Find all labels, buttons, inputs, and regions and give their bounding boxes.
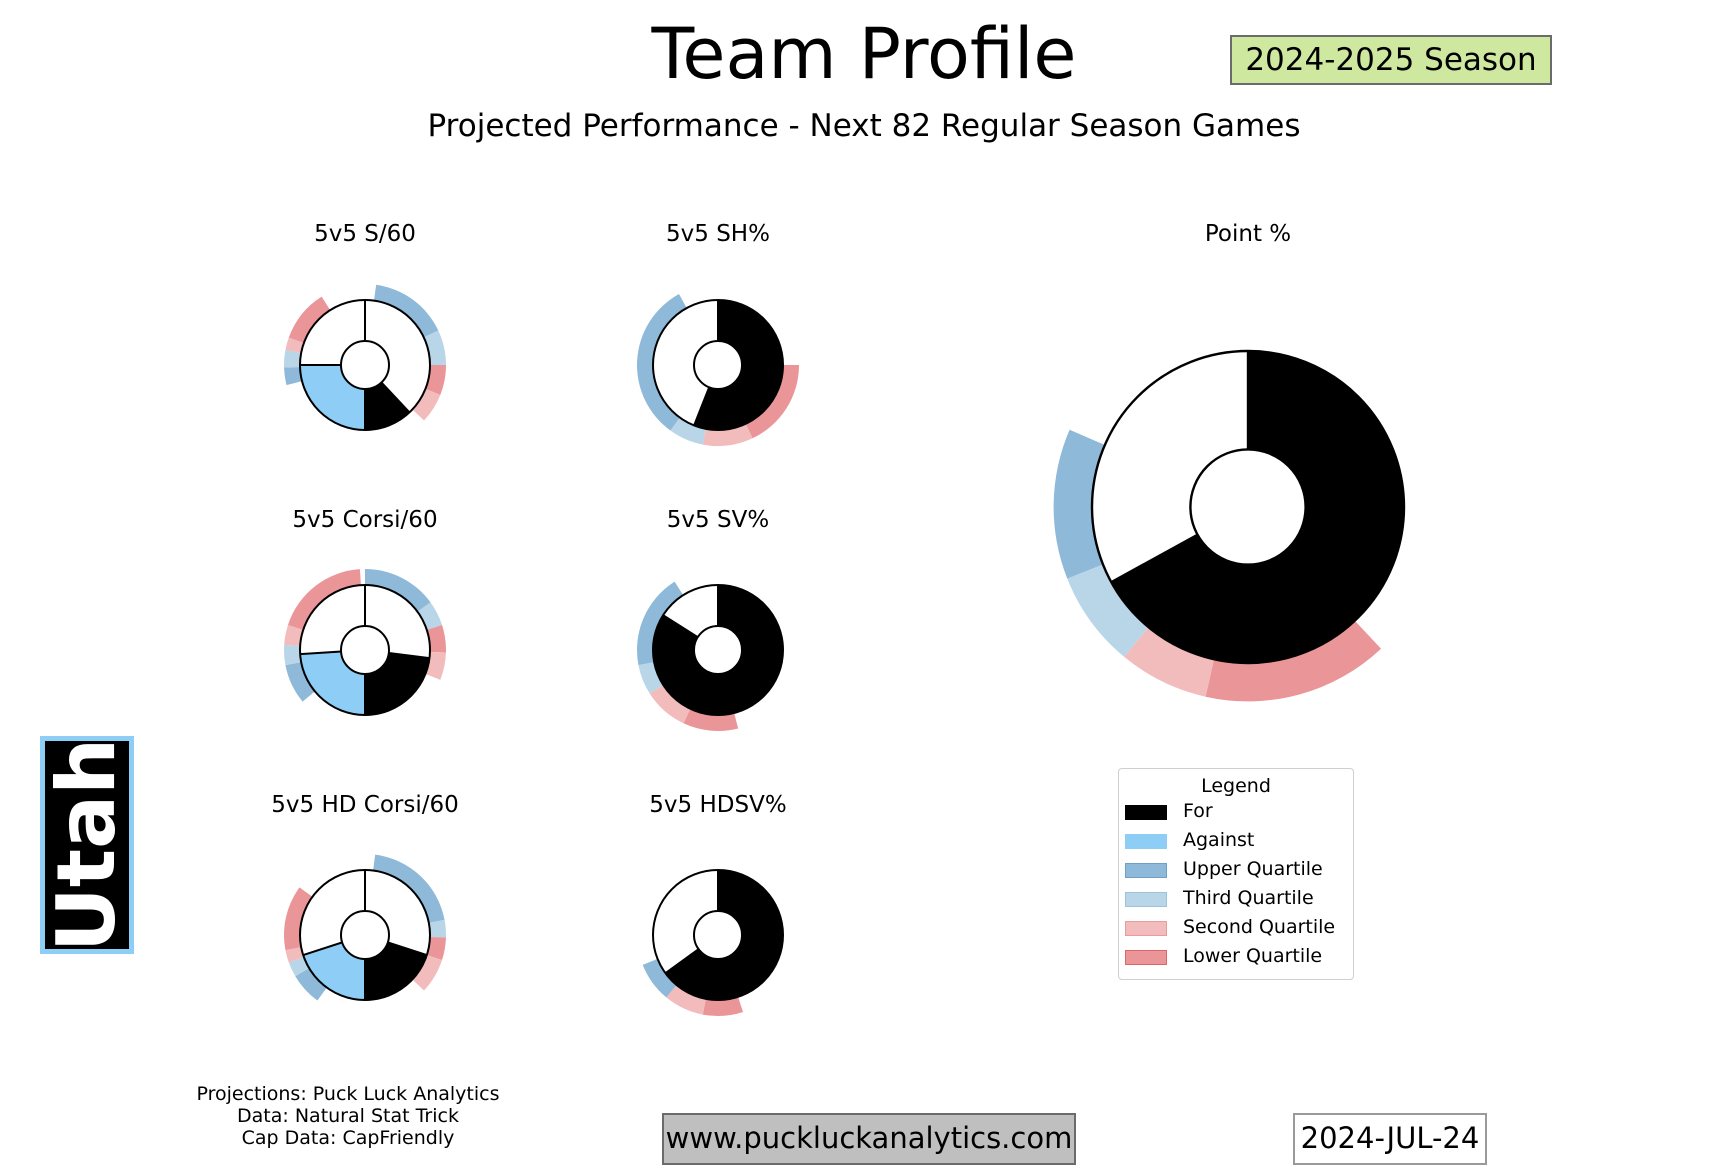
ring-outline	[652, 584, 784, 716]
quartile-arc-third	[670, 417, 706, 445]
legend-label-upper: Upper Quartile	[1183, 858, 1323, 880]
quartile-arc-upper	[637, 581, 684, 666]
quartile-arc-third	[288, 957, 310, 977]
quartile-arc-second	[666, 985, 706, 1015]
quartile-arc-second	[702, 423, 753, 446]
legend-title: Legend	[1201, 775, 1271, 797]
chart-5v5-corsi-60: 5v5 Corsi/60	[283, 507, 446, 716]
quartile-arc-upper	[1053, 429, 1105, 579]
legend-item-third: Third Quartile	[1119, 886, 1353, 915]
legend-item-upper: Upper Quartile	[1119, 857, 1353, 886]
legend-item-against: Against	[1119, 828, 1353, 857]
legend-label-second: Second Quartile	[1183, 916, 1336, 938]
legend-label-against: Against	[1183, 829, 1255, 851]
chart-point-pct: Point %	[1053, 221, 1406, 702]
quartile-arc-lower	[287, 569, 361, 630]
quartile-arc-upper	[373, 854, 445, 923]
ring-hole	[340, 910, 390, 960]
legend-label-for: For	[1183, 800, 1213, 822]
legend-swatch-against	[1125, 834, 1167, 849]
chart-5v5-hdsvpct: 5v5 HDSV%	[642, 792, 787, 1016]
credit-data: Data: Natural Stat Trick	[237, 1105, 459, 1127]
quartile-arc-upper	[295, 968, 327, 1001]
quartile-arc-lower	[683, 708, 739, 732]
quartile-arc-second	[285, 337, 304, 353]
ring-outline	[652, 299, 784, 431]
quartile-arc-lower	[426, 937, 446, 961]
quartile-arc-third	[1067, 564, 1149, 657]
quartile-arc-third	[417, 602, 443, 630]
chart-title-5v5-shpct: 5v5 SH%	[666, 221, 770, 247]
credit-cap-data: Cap Data: CapFriendly	[241, 1127, 455, 1149]
legend-item-second: Second Quartile	[1119, 915, 1353, 944]
credits: Projections: Puck Luck Analytics Data: N…	[148, 1083, 548, 1149]
chart-5v5-svpct: 5v5 SV%	[637, 507, 784, 732]
chart-title-5v5-hdsvpct: 5v5 HDSV%	[649, 792, 786, 818]
quartile-arc-upper	[642, 958, 677, 998]
legend-swatch-third	[1125, 892, 1167, 907]
quartile-arc-third	[638, 662, 664, 694]
page-title: Team Profile	[651, 13, 1077, 95]
ring-hole	[693, 625, 743, 675]
credit-projections: Projections: Puck Luck Analytics	[196, 1083, 500, 1105]
ring-hole	[340, 625, 390, 675]
quartile-arc-upper	[285, 662, 315, 702]
chart-title-point-pct: Point %	[1205, 221, 1291, 247]
legend-label-third: Third Quartile	[1183, 887, 1314, 909]
ring-hole	[693, 910, 743, 960]
quartile-arc-second	[412, 388, 441, 421]
chart-title-5v5-corsi-60: 5v5 Corsi/60	[292, 507, 437, 533]
chart-title-5v5-svpct: 5v5 SV%	[667, 507, 769, 533]
chart-title-5v5-hd-corsi-60: 5v5 HD Corsi/60	[271, 792, 458, 818]
ring-hole	[340, 340, 390, 390]
quartile-arc-second	[425, 652, 446, 680]
quartile-arc-lower	[426, 624, 446, 653]
quartile-arc-third	[428, 919, 446, 938]
quartile-arc-third	[284, 349, 302, 368]
team-badge: Utah	[40, 736, 134, 954]
chart-5v5-s-60: 5v5 S/60	[284, 221, 446, 431]
website-link[interactable]: www.puckluckanalytics.com	[662, 1113, 1076, 1165]
quartile-arc-lower	[284, 887, 313, 951]
chart-5v5-hd-corsi-60: 5v5 HD Corsi/60	[271, 792, 459, 1001]
date-label: 2024-JUL-24	[1293, 1113, 1487, 1165]
quartile-arc-upper	[365, 569, 431, 612]
quartile-arc-lower	[1205, 620, 1382, 702]
legend-swatch-for	[1125, 805, 1167, 820]
quartile-arc-lower	[702, 996, 744, 1016]
quartile-arc-second	[285, 947, 304, 963]
ring-outline	[299, 584, 431, 716]
quartile-arc-second	[284, 624, 304, 646]
quartile-arc-third	[423, 330, 446, 365]
season-badge: 2024-2025 Season	[1230, 35, 1552, 85]
legend-swatch-upper	[1125, 863, 1167, 878]
quartile-arc-upper	[373, 284, 439, 338]
legend-swatch-lower	[1125, 950, 1167, 965]
ring-outline	[652, 869, 784, 1001]
page-subtitle: Projected Performance - Next 82 Regular …	[427, 108, 1301, 144]
quartile-arc-second	[1124, 627, 1214, 697]
legend-swatch-second	[1125, 921, 1167, 936]
legend-item-for: For	[1119, 799, 1353, 828]
ring-outline	[1090, 349, 1406, 665]
ring-hole	[1189, 448, 1307, 566]
quartile-arc-second	[412, 955, 443, 991]
quartile-arc-upper	[284, 367, 303, 386]
legend: Legend For Against Upper Quartile Third Qua…	[1118, 768, 1354, 980]
legend-item-lower: Lower Quartile	[1119, 944, 1353, 973]
quartile-arc-upper	[637, 294, 687, 431]
ring-outline	[299, 869, 431, 1001]
ring-outline	[299, 299, 431, 431]
quartile-arc-third	[283, 644, 302, 666]
ring-hole	[693, 340, 743, 390]
chart-title-5v5-s-60: 5v5 S/60	[314, 221, 416, 247]
chart-5v5-shpct: 5v5 SH%	[637, 221, 799, 446]
quartile-arc-second	[649, 684, 691, 724]
legend-label-lower: Lower Quartile	[1183, 945, 1323, 967]
quartile-arc-lower	[288, 296, 331, 343]
